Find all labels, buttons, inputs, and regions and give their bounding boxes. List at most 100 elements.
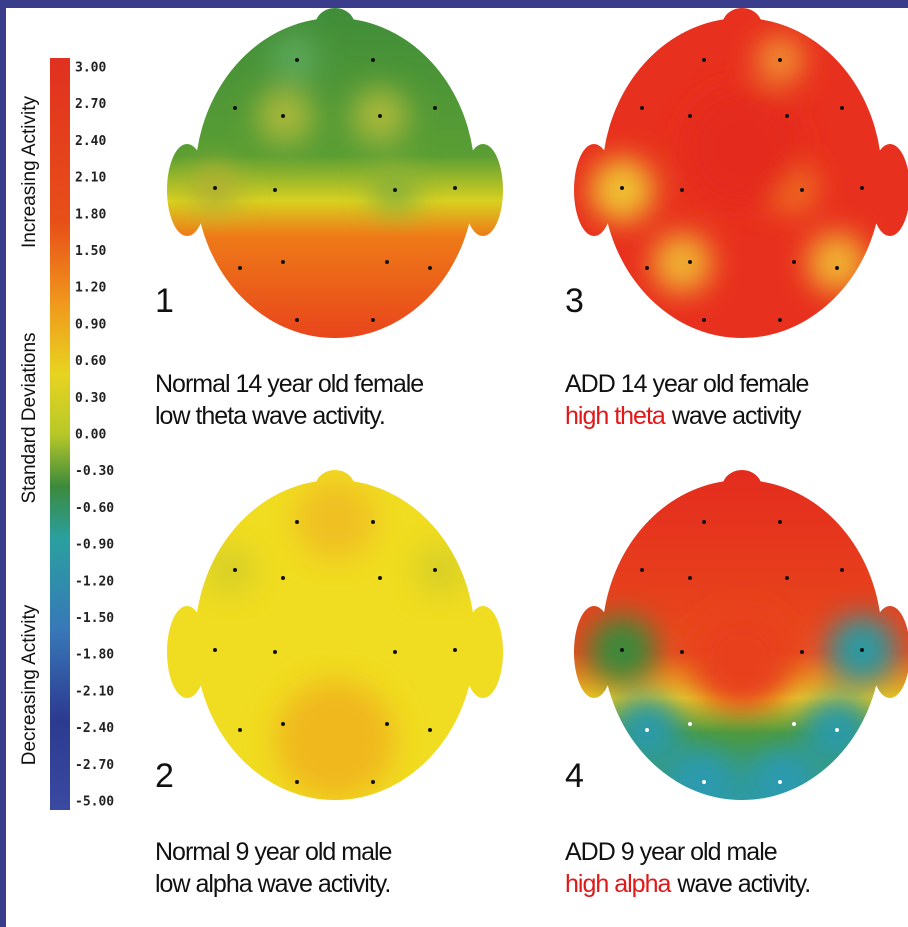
activity-blob [271, 34, 319, 82]
caption-line: Normal 14 year old female [155, 370, 423, 398]
electrode [620, 186, 624, 190]
scale-label: 2.40 [75, 134, 106, 149]
scale-label: 2.10 [75, 171, 106, 186]
electrode [778, 58, 782, 62]
electrode [213, 186, 217, 190]
electrode [840, 568, 844, 572]
scale-label: -1.80 [75, 648, 114, 663]
electrode [238, 728, 242, 732]
panel-number: 2 [155, 757, 174, 795]
scale-label: 1.20 [75, 281, 106, 296]
activity-blob [807, 233, 867, 293]
electrode [778, 780, 782, 784]
caption-highlight: high alpha [565, 870, 671, 898]
electrode [371, 318, 375, 322]
electrode [800, 650, 804, 654]
electrode [453, 648, 457, 652]
electrode [428, 728, 432, 732]
activity-blob [414, 544, 466, 596]
scale-label: -0.60 [75, 501, 114, 516]
electrode [433, 106, 437, 110]
panel-number: 1 [155, 282, 174, 320]
electrode [281, 576, 285, 580]
electrode [213, 648, 217, 652]
scale-label: -1.20 [75, 574, 114, 589]
panel-number: 3 [565, 282, 584, 320]
scale-label: 1.50 [75, 244, 106, 259]
scale-label: 1.80 [75, 207, 106, 222]
electrode [385, 722, 389, 726]
scale-label: 0.60 [75, 354, 106, 369]
head-fill [574, 470, 908, 800]
scale-label: 2.70 [75, 97, 106, 112]
electrode [785, 114, 789, 118]
activity-blob [692, 610, 792, 710]
color-scale [50, 58, 70, 810]
electrode [702, 780, 706, 784]
electrode [371, 58, 375, 62]
electrode [378, 576, 382, 580]
electrode [792, 722, 796, 726]
side-label: Standard Deviations [19, 332, 40, 503]
electrode [835, 266, 839, 270]
scale-label: -2.40 [75, 721, 114, 736]
electrode [640, 106, 644, 110]
electrode [238, 266, 242, 270]
electrode [378, 114, 382, 118]
scale-label: 0.00 [75, 428, 106, 443]
caption-line: ADD 9 year old male [565, 838, 777, 866]
electrode [645, 266, 649, 270]
electrode [233, 568, 237, 572]
activity-blob [652, 233, 712, 293]
caption-line: high alpha wave activity. [565, 870, 810, 898]
electrode [680, 650, 684, 654]
slide-edge [0, 0, 6, 927]
electrode [688, 260, 692, 264]
head-blobs [204, 480, 466, 800]
head-fill [574, 8, 908, 338]
activity-blob [275, 680, 395, 800]
electrode [640, 568, 644, 572]
electrode [785, 576, 789, 580]
electrode [645, 728, 649, 732]
electrode [860, 648, 864, 652]
electrode [295, 318, 299, 322]
electrode [371, 520, 375, 524]
head-fill [167, 8, 503, 338]
scale-label: -2.10 [75, 684, 114, 699]
electrode [620, 648, 624, 652]
caption-line: ADD 14 year old female [565, 370, 809, 398]
caption-line: Normal 9 year old male [155, 838, 392, 866]
caption-line: low theta wave activity. [155, 402, 385, 430]
scale-label: -0.90 [75, 538, 114, 553]
head-map [167, 470, 503, 800]
electrode [702, 520, 706, 524]
panel-number: 4 [565, 757, 584, 795]
electrode [281, 114, 285, 118]
side-label: Increasing Activity [19, 95, 40, 248]
slide-edge [0, 0, 908, 8]
electrode [295, 520, 299, 524]
electrode [273, 188, 277, 192]
scale-label: -1.50 [75, 611, 114, 626]
scale-label: -5.00 [75, 795, 114, 810]
electrode [680, 188, 684, 192]
electrode [702, 58, 706, 62]
electrode [433, 568, 437, 572]
electrode [428, 266, 432, 270]
caption-highlight: high theta [565, 402, 666, 430]
electrode [778, 318, 782, 322]
activity-blob [204, 544, 256, 596]
electrode [800, 188, 804, 192]
scale-labels: 3.00 2.70 2.40 2.10 1.80 1.50 1.20 0.90 0.60 0.30… [75, 61, 114, 810]
caption-line: low alpha wave activity. [155, 870, 390, 898]
caption-rest: wave activity. [676, 870, 810, 898]
scale-label: 0.90 [75, 317, 106, 332]
electrode [835, 728, 839, 732]
head-fill [167, 470, 503, 800]
electrode [688, 722, 692, 726]
head-map [574, 8, 908, 338]
scale-label: -0.30 [75, 464, 114, 479]
electrode [702, 318, 706, 322]
